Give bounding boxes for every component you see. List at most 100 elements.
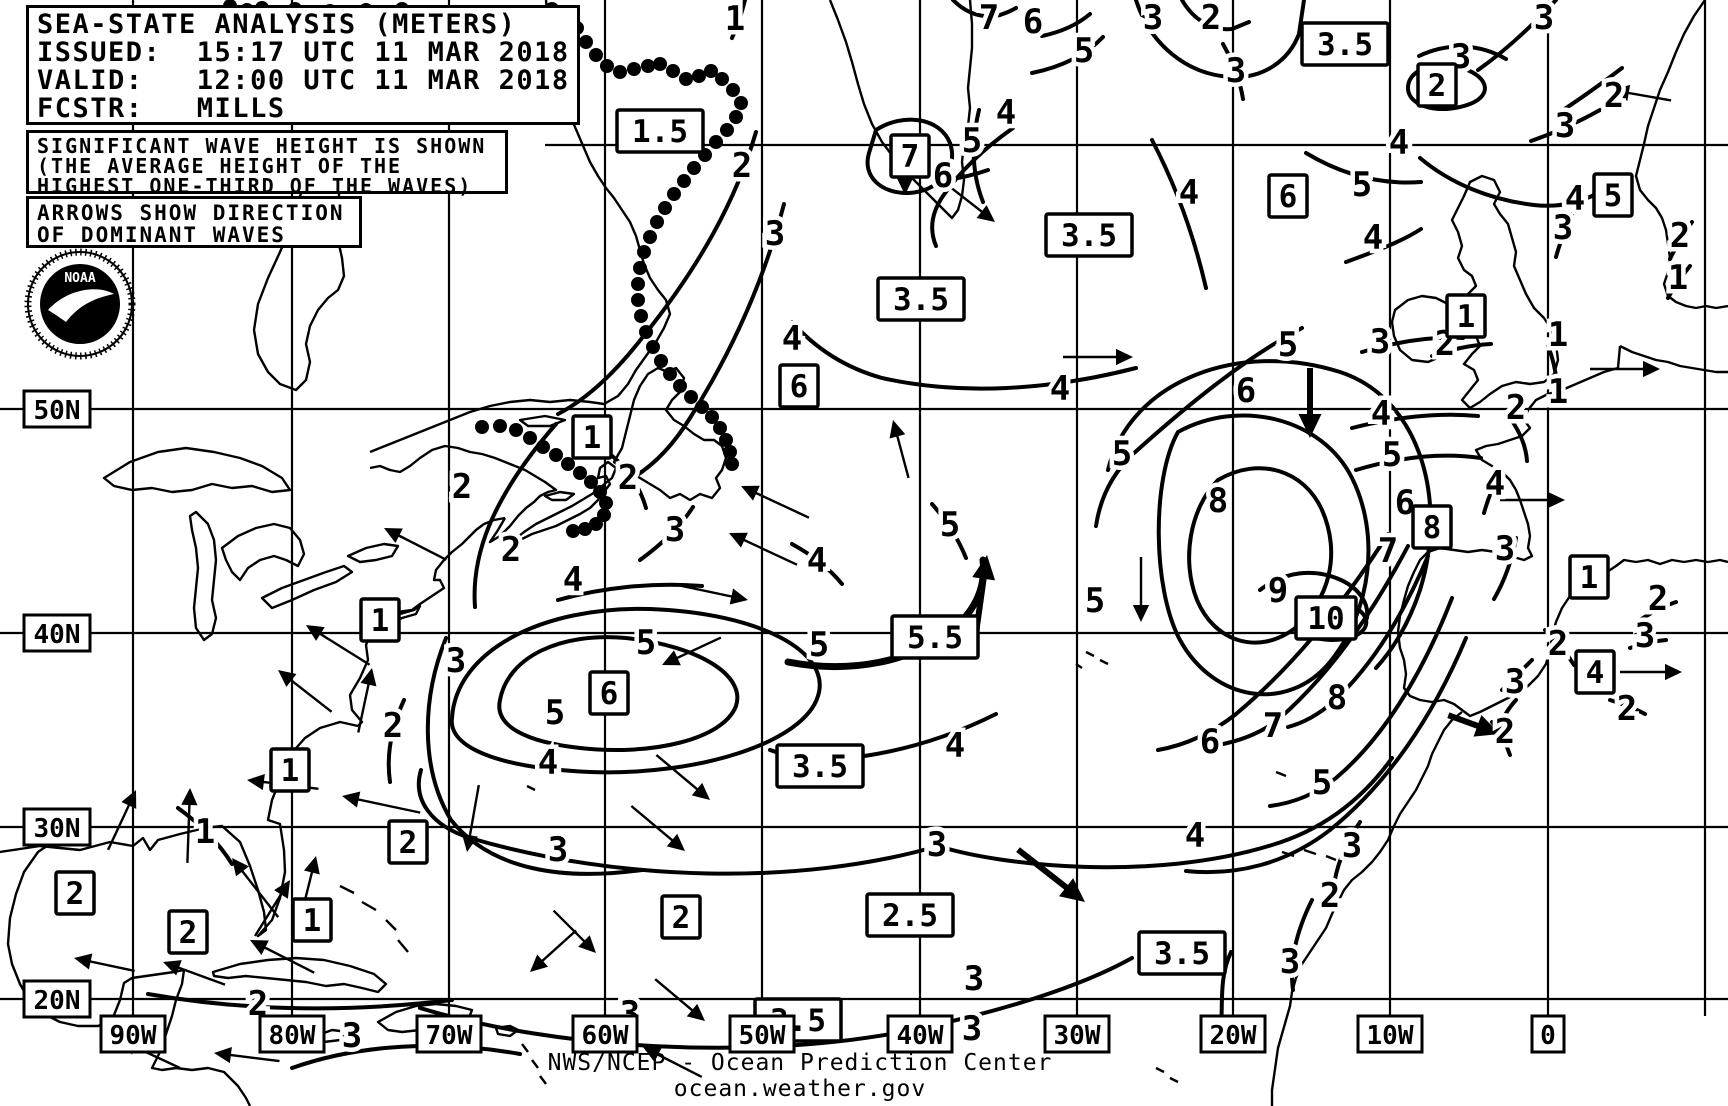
boxed-wave-height-value: 3.5 (1154, 936, 1210, 972)
boxed-wave-height-value: 2 (66, 876, 85, 912)
contour-line-2 (1494, 698, 1518, 744)
wave-arrow-head (250, 940, 269, 955)
wave-arrow-head (729, 588, 748, 605)
contour-line-4 (1184, 636, 1468, 875)
contour-label: 3 (548, 830, 568, 870)
wave-arrow (107, 798, 133, 851)
ice-edge-dot (493, 419, 507, 433)
boxed-wave-height-value: 1 (1580, 560, 1599, 596)
boxed-wave-height-label (1592, 172, 1634, 218)
lat-axis-label-box (22, 613, 92, 653)
ice-edge-dot (599, 496, 613, 510)
contour-line-4 (1418, 156, 1607, 208)
contour-label: 7 (979, 0, 999, 38)
lon-axis-label-box (886, 1014, 954, 1054)
contour-label: 9 (1268, 571, 1288, 611)
valid-time: VALID: 12:00 UTC 11 MAR 2018 (37, 65, 570, 96)
contour-label: 4 (1050, 369, 1070, 409)
contour-label: 4 (1565, 179, 1585, 219)
wave-arrow (950, 187, 988, 217)
ice-edge-dot (627, 62, 641, 76)
lon-axis-label-box (1530, 1014, 1566, 1054)
contour-line-5 (1268, 596, 1454, 808)
ice-edge-dot (666, 64, 680, 78)
forecaster: FCSTR: MILLS (37, 93, 286, 124)
contour-line-2 (1330, 820, 1362, 912)
contour-label: 3 (1226, 51, 1246, 91)
boxed-wave-height-value: 6 (790, 369, 809, 405)
note-line: HIGHEST ONE-THIRD OF THE WAVES) (37, 174, 473, 198)
coastline (1075, 650, 1109, 669)
ice-edge-dot (725, 457, 739, 471)
lon-axis-label: 30W (1054, 1021, 1101, 1051)
ice-edge-dot (589, 48, 603, 62)
contour-label: 3 (765, 214, 785, 254)
contour-label: 4 (1485, 464, 1505, 504)
contour-label: 3 (1342, 826, 1362, 866)
contour-label: 5 (636, 623, 656, 663)
noaa-logo-text: NOAA (64, 271, 95, 286)
boxed-wave-height-label (1411, 504, 1453, 550)
coastline (1634, 0, 1728, 310)
coastline (521, 1043, 547, 1085)
wave-arrow-head (303, 856, 320, 875)
wave-arrow (314, 629, 371, 666)
seagull-icon (48, 289, 114, 322)
boxed-wave-height-value: 3.5 (792, 749, 848, 785)
contour-line-3 (290, 1043, 522, 1070)
contour-line-2 (1430, 342, 1493, 358)
contour-line-2 (1608, 698, 1647, 716)
contour-label: 6 (1236, 371, 1256, 411)
wave-arrow-head (1058, 878, 1085, 902)
contour-label: 4 (945, 726, 965, 766)
coastline (1270, 711, 1463, 1106)
contour-line-5 (1354, 453, 1483, 472)
ice-edge-dot (726, 83, 740, 97)
contour-line-3 (1554, 212, 1574, 259)
contour-line-2 (1638, 600, 1678, 622)
lon-axis-label-box (258, 1014, 326, 1054)
contour-line-3 (1476, 0, 1558, 72)
contour-line-2 (1508, 416, 1529, 463)
wave-arrow (357, 677, 372, 733)
wave-arrow (467, 784, 480, 843)
contour-label: 5 (940, 505, 960, 545)
contour-label: 3 (1553, 208, 1573, 248)
contour-line-2 (1668, 220, 1694, 261)
wave-arrow-head (461, 833, 478, 852)
ice-edge-dot (673, 379, 687, 393)
contour-label: 6 (1023, 2, 1043, 42)
contour-line-6 (1156, 532, 1390, 752)
lon-axis-label-box (1356, 1014, 1424, 1054)
contour-line-4 (1150, 138, 1208, 290)
contour-label: 2 (1617, 689, 1637, 729)
boxed-wave-height-value: 2 (399, 825, 418, 861)
lon-axis-label-box (1043, 1014, 1111, 1054)
coastline (518, 414, 567, 428)
ice-edge-dot (641, 59, 655, 73)
contour-label: 2 (1548, 624, 1568, 664)
contour-line-1 (1666, 264, 1692, 300)
lat-axis-label-box (22, 389, 92, 429)
wave-arrow-head (232, 858, 249, 877)
contour-line-5 (971, 108, 985, 204)
ice-edge-dot (709, 135, 723, 149)
contour-line-4 (930, 126, 1015, 248)
ice-edge-dot (593, 485, 607, 499)
lon-axis-label-box (728, 1014, 796, 1054)
boxed-wave-height-label (291, 897, 333, 943)
contour-label: 2 (1670, 216, 1690, 256)
lat-axis-label: 50N (34, 396, 81, 426)
wave-arrow-head (163, 960, 182, 976)
contour-label: 7 (1263, 706, 1283, 746)
coastline (1575, 345, 1622, 386)
contour-line-3 (1628, 638, 1668, 650)
ice-edge-dot (687, 161, 701, 175)
contour-label: 4 (1389, 123, 1409, 163)
boxed-wave-height-label (269, 747, 311, 793)
wave-arrow-head (691, 782, 710, 800)
contour-line-2 (1490, 720, 1512, 757)
ice-edge-dot (597, 508, 611, 522)
contour-label: 3 (1280, 942, 1300, 982)
wave-height-note-box: SIGNIFICANT WAVE HEIGHT IS SHOWN (THE AV… (26, 130, 508, 196)
